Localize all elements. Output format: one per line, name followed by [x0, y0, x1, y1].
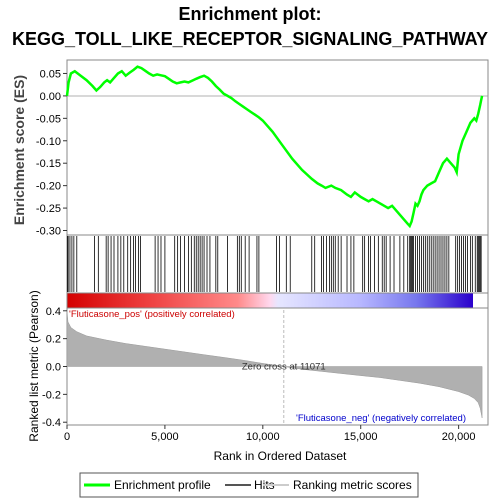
x-axis-label: Rank in Ordered Dataset [214, 449, 347, 463]
es-y-tick-label: -0.20 [36, 181, 61, 193]
ranked-metric-panel: 0.4 0.2 0.0 -0.2 -0.4 Zero cross at 11071 'F… [27, 290, 489, 463]
es-y-tick-label: 0.05 [40, 68, 61, 80]
legend: Enrichment profile Hits Ranking metric s… [79, 472, 419, 498]
negative-correlation-label: 'Fluticasone_neg' (negatively correlated… [296, 413, 466, 424]
rank-gradient-bar [67, 293, 473, 308]
es-plot-frame [66, 59, 489, 236]
legend-ranking-metric-scores: Ranking metric scores [293, 478, 412, 492]
x-tick-label: 15,000 [344, 431, 378, 443]
ranking-metric-area [66, 310, 483, 419]
es-y-tick-label: -0.15 [36, 158, 61, 170]
metric-y-tick-label: 0.4 [46, 306, 61, 318]
es-y-tick-label: 0.00 [40, 91, 61, 103]
legend-enrichment-profile: Enrichment profile [114, 478, 211, 492]
metric-y-tick-label: 0.2 [46, 334, 61, 346]
positive-correlation-label: 'Fluticasone_pos' (positively correlated… [69, 309, 235, 320]
es-y-tick-label: -0.10 [36, 136, 61, 148]
metric-y-tick-label: 0.0 [46, 362, 61, 374]
metric-axis-label: Ranked list metric (Pearson) [27, 290, 41, 441]
x-tick-label: 5,000 [151, 431, 179, 443]
es-axis-label: Enrichment score (ES) [11, 75, 27, 225]
x-tick-label: 0 [64, 431, 70, 443]
es-y-tick-label: -0.30 [36, 226, 61, 238]
chart-title-line1: Enrichment plot: [179, 4, 322, 24]
rank-color-bar [66, 292, 489, 309]
es-y-tick-label: -0.05 [36, 113, 61, 125]
es-y-tick-label: -0.25 [36, 203, 61, 215]
metric-y-tick-label: -0.2 [42, 389, 61, 401]
hits-frame [66, 234, 489, 294]
metric-y-tick-label: -0.4 [42, 417, 61, 429]
enrichment-profile-line [65, 65, 484, 229]
chart-title-line2: KEGG_TOLL_LIKE_RECEPTOR_SIGNALING_PATHWA… [12, 29, 488, 49]
x-tick-label: 20,000 [442, 431, 476, 443]
hits-panel [66, 234, 489, 294]
enrichment-score-panel: 0.05 0.00 -0.05 -0.10 -0.15 -0.20 -0.25 -0.30 E… [11, 59, 489, 238]
zero-cross-label: Zero cross at 11071 [242, 362, 326, 373]
x-tick-label: 10,000 [246, 431, 280, 443]
